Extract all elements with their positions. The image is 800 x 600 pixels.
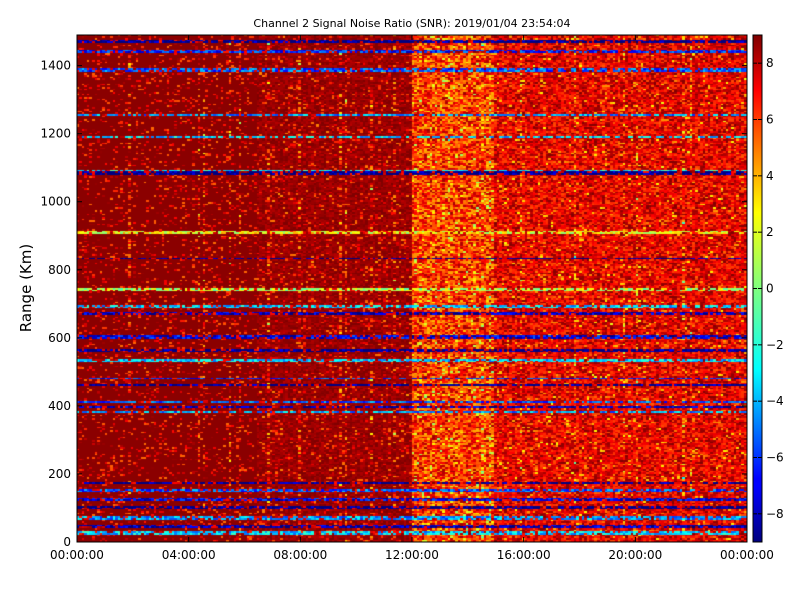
- y-axis-label: Range (Km): [17, 244, 35, 332]
- x-tick-label: 00:00:00: [50, 548, 104, 562]
- y-tick-label: 400: [48, 399, 71, 413]
- y-tick-label: 0: [63, 535, 71, 549]
- y-tick-label: 1000: [40, 195, 71, 209]
- y-tick-label: 200: [48, 467, 71, 481]
- colorbar-tick-label: −2: [766, 338, 784, 352]
- colorbar-tick-label: −6: [766, 451, 784, 465]
- colorbar-tick-label: 4: [766, 169, 774, 183]
- x-tick-label: 20:00:00: [608, 548, 662, 562]
- x-tick-label: 16:00:00: [497, 548, 551, 562]
- x-tick-label: 12:00:00: [385, 548, 439, 562]
- colorbar-tick-label: −4: [766, 394, 784, 408]
- colorbar-ticks: −8 −6 −4 −2 0 2 4 6 8: [753, 56, 784, 521]
- x-tick-label: 08:00:00: [273, 548, 327, 562]
- colorbar-tick-label: 8: [766, 56, 774, 70]
- x-tick-label: 00:00:00: [720, 548, 774, 562]
- colorbar-tick-label: 6: [766, 113, 774, 127]
- x-tick-label: 04:00:00: [162, 548, 216, 562]
- y-axis: 0 200 400 600 800 1000 1200 1400: [40, 59, 747, 549]
- x-axis: 00:00:00 04:00:00 08:00:00 12:00:00 16:00:00…: [50, 35, 774, 562]
- y-tick-label: 800: [48, 263, 71, 277]
- y-tick-label: 600: [48, 331, 71, 345]
- colorbar: −8 −6 −4 −2 0 2 4 6 8: [752, 34, 784, 543]
- colorbar-tick-label: 2: [766, 225, 774, 239]
- colorbar-tick-label: −8: [766, 507, 784, 521]
- heatmap-area: [76, 34, 748, 543]
- y-tick-label: 1400: [40, 59, 71, 73]
- y-tick-label: 1200: [40, 127, 71, 141]
- colorbar-tick-label: 0: [766, 282, 774, 296]
- chart-title: Channel 2 Signal Noise Ratio (SNR): 2019…: [253, 17, 570, 30]
- heatmap-canvas: [77, 35, 747, 542]
